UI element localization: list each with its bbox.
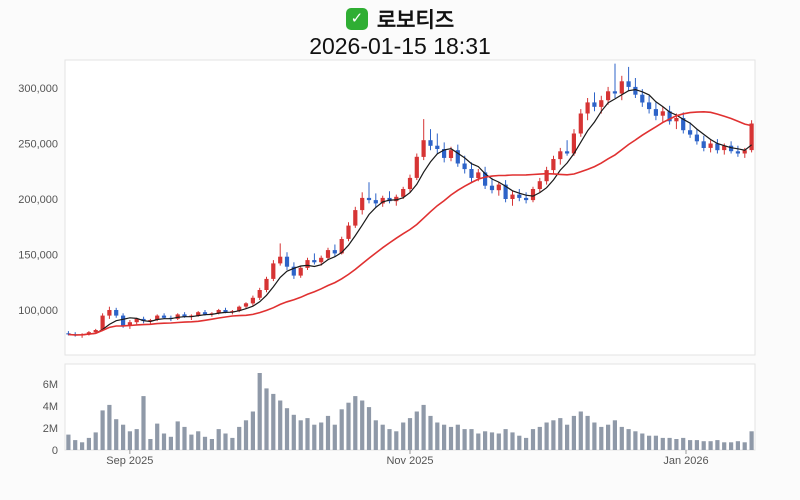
volume-axis-label: 2M: [43, 423, 58, 435]
x-axis-label: Nov 2025: [386, 455, 433, 467]
x-axis-label: Jan 2026: [663, 455, 708, 467]
price-axis-label: 200,000: [18, 194, 58, 206]
chart-header: ✓ 로보티즈 2026-01-15 18:31: [0, 0, 800, 59]
ma-long-line: [68, 110, 752, 336]
volume-axis-label: 4M: [43, 401, 58, 413]
stock-title: 로보티즈: [376, 8, 455, 32]
volume-chart: 0 2M 4M 6M Sep 2025 Nov 2025 Jan 2026: [43, 363, 756, 467]
check-mark: ✓: [350, 10, 364, 27]
volume-axis-label: 0: [52, 445, 58, 457]
price-plot-area: [64, 59, 756, 356]
price-axis-label: 250,000: [18, 139, 58, 151]
ma-short-line: [68, 88, 752, 336]
volume-axis-labels: 0 2M 4M 6M: [43, 379, 58, 457]
price-axis-label: 300,000: [18, 83, 58, 95]
title-row: ✓ 로보티즈: [0, 5, 800, 32]
price-axis-label: 100,000: [18, 305, 58, 317]
check-icon: ✓: [345, 7, 368, 30]
x-axis-labels: Sep 2025 Nov 2025 Jan 2026: [106, 450, 709, 467]
volume-bars: [66, 373, 754, 450]
volume-axis-label: 6M: [43, 379, 58, 391]
price-chart: 100,000 150,000 200,000 250,000 300,000: [18, 59, 756, 356]
price-axis-label: 150,000: [18, 250, 58, 262]
x-axis-label: Sep 2025: [106, 455, 153, 467]
price-axis-labels: 100,000 150,000 200,000 250,000 300,000: [18, 83, 58, 317]
chart-datetime: 2026-01-15 18:31: [309, 33, 491, 59]
